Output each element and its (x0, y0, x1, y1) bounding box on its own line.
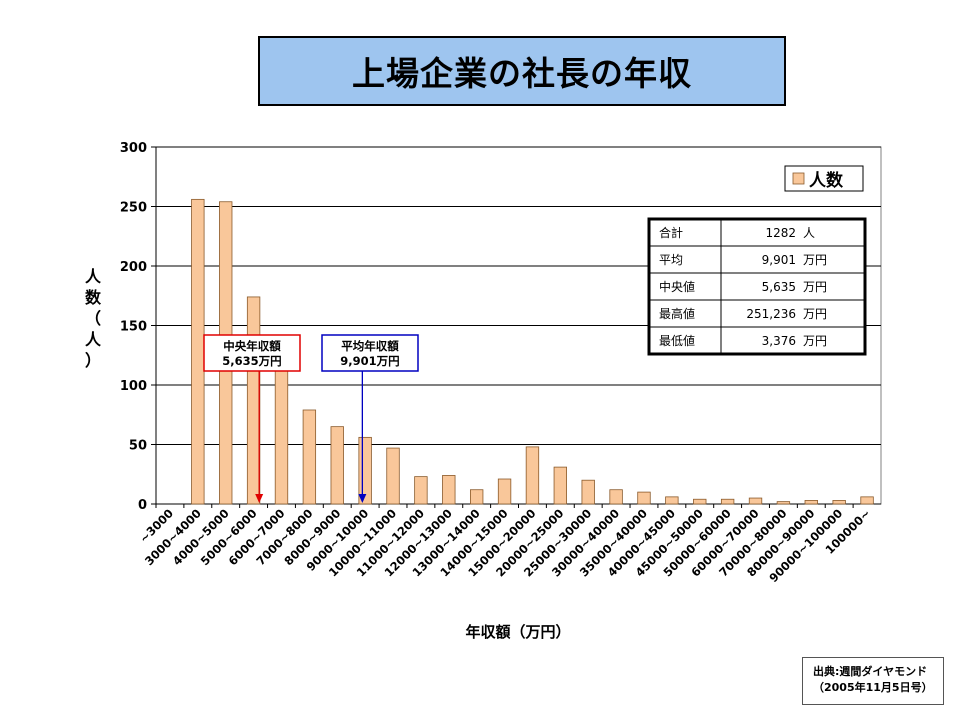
y-tick-label: 150 (120, 320, 147, 335)
bar (748, 497, 763, 505)
y-tick-label: 250 (120, 201, 147, 216)
stats-table (647, 217, 867, 356)
y-tick-label: 100 (120, 379, 147, 394)
stats-label: 平均 (659, 253, 683, 267)
bar (469, 489, 484, 505)
stats-value: 251,236 (746, 307, 796, 321)
bar (246, 296, 261, 505)
bar (804, 500, 818, 505)
bar (330, 426, 344, 505)
source-line-2: （2005年11月5日号） (813, 681, 933, 694)
median-annotation-box (203, 334, 301, 372)
median-annotation-title: 中央年収額 (223, 339, 281, 353)
median-arrow-head (255, 494, 264, 503)
stats-unit: 万円 (803, 307, 827, 321)
mean-annotation-box (321, 334, 419, 372)
mean-annotation-title: 平均年収額 (341, 339, 399, 353)
bar (525, 446, 540, 505)
bar (191, 198, 205, 505)
bar (497, 478, 512, 505)
stats-unit: 人 (803, 226, 815, 240)
stats-label: 合計 (659, 225, 683, 240)
stats-value: 5,635 (762, 280, 796, 294)
bar (832, 500, 846, 505)
source-line-1: 出典:週間ダイヤモンド (813, 665, 928, 678)
bar (776, 501, 791, 505)
page-title: 上場企業の社長の年収 (258, 36, 786, 106)
stats-label: 最低値 (659, 333, 695, 348)
stats-unit: 万円 (803, 280, 827, 294)
bar (386, 447, 400, 505)
mean-annotation-value: 9,901万円 (340, 354, 399, 368)
y-tick-label: 300 (120, 141, 147, 156)
bar (553, 466, 568, 505)
x-axis-title: 年収額（万円） (465, 623, 570, 641)
bar (665, 496, 679, 505)
legend-label: 人数 (809, 170, 844, 191)
bar (693, 498, 707, 505)
stats-value: 1282 (765, 226, 796, 240)
bar (720, 498, 735, 505)
bar (637, 491, 651, 505)
stats-label: 中央値 (659, 279, 695, 294)
stats-value: 3,376 (762, 334, 796, 348)
bar (442, 475, 456, 505)
y-axis-title: 人数（人） (85, 267, 102, 370)
mean-arrow-head (358, 494, 367, 503)
legend-swatch (792, 172, 805, 185)
y-tick-label: 0 (138, 498, 147, 513)
stats-unit: 万円 (803, 253, 827, 267)
y-tick-label: 200 (120, 260, 147, 275)
bar (860, 496, 874, 505)
stats-unit: 万円 (803, 334, 827, 348)
y-tick-label: 50 (129, 439, 147, 454)
bar (274, 363, 289, 505)
stats-value: 9,901 (762, 253, 796, 267)
bar (581, 479, 595, 505)
source-citation: 出典:週間ダイヤモンド （2005年11月5日号） (802, 657, 944, 705)
median-annotation-value: 5,635万円 (222, 354, 281, 368)
stats-label: 最高値 (659, 306, 695, 321)
bar (302, 409, 317, 505)
bar (414, 476, 428, 505)
bar (609, 489, 623, 505)
